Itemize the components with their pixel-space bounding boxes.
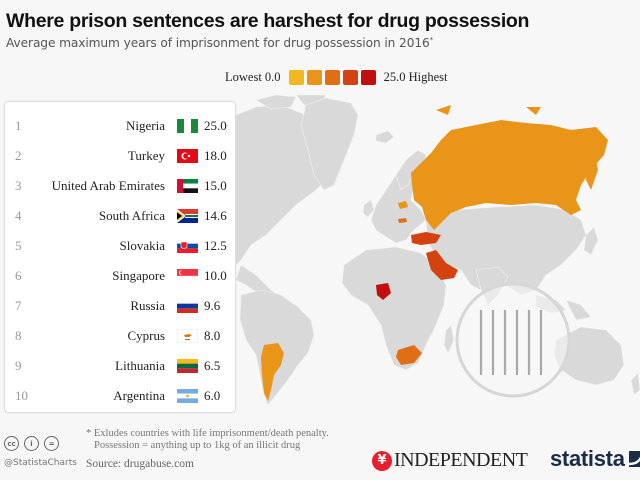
- greenland-shape: [300, 97, 359, 191]
- turkey-flag-icon: [177, 149, 198, 163]
- turkey-shape: [411, 232, 441, 245]
- footnote-marker: *: [429, 36, 434, 44]
- argentina-shape: [261, 343, 284, 401]
- statista-logo: statista: [550, 446, 640, 472]
- table-row: 7 Russia 9.6: [5, 291, 235, 321]
- table-row: 9 Lithuania 6.5: [5, 351, 235, 381]
- independent-logo: ¥ INDEPENDENT: [372, 449, 528, 472]
- country-name: Cyprus: [127, 328, 165, 343]
- table-row: 8 Cyprus 8.0: [5, 321, 235, 351]
- country-name: Turkey: [127, 148, 165, 163]
- chart-title: Where prison sentences are harshest for …: [6, 10, 530, 32]
- attribution-icon: i: [24, 436, 39, 451]
- south-africa-shape: [396, 345, 422, 365]
- russia-shape: [411, 120, 608, 230]
- table-row: 4 South Africa 14.6: [5, 201, 235, 231]
- country-name: United Arab Emirates: [51, 178, 165, 193]
- south-africa-flag-icon: [177, 209, 198, 223]
- chart-subtitle: Average maximum years of imprisonment fo…: [6, 36, 433, 50]
- statista-wordmark: statista: [550, 446, 625, 471]
- statista-mark-icon: [628, 451, 640, 467]
- slovakia-shape: [398, 218, 407, 223]
- creative-commons-icons: cc i =: [4, 436, 59, 451]
- world-map: [236, 95, 640, 406]
- legend-high-label: 25.0 Highest: [383, 70, 448, 84]
- legend-swatch-1: [288, 70, 304, 85]
- color-legend: Lowest 0.0 25.0 Highest: [225, 70, 447, 85]
- slovakia-flag-icon: [177, 239, 198, 253]
- eagle-icon: ¥: [372, 450, 392, 471]
- country-name: Nigeria: [126, 118, 165, 133]
- table-row: 2 Turkey 18.0: [5, 141, 235, 171]
- lithuania-flag-icon: [177, 359, 198, 373]
- rank-number: 9: [15, 358, 22, 373]
- value: 15.0: [204, 178, 227, 193]
- legend-swatch-3: [324, 70, 340, 85]
- cyprus-flag-icon: [177, 329, 198, 343]
- value: 9.6: [204, 298, 221, 313]
- rank-number: 2: [15, 148, 22, 163]
- rank-number: 7: [15, 298, 22, 313]
- argentina-flag-icon: [177, 389, 198, 403]
- country-name: Argentina: [113, 388, 165, 403]
- singapore-flag-icon: [177, 269, 198, 283]
- rank-number: 10: [15, 388, 28, 403]
- rank-number: 3: [15, 178, 22, 193]
- nigeria-shape: [376, 283, 391, 300]
- rank-number: 8: [15, 328, 22, 343]
- legend-swatch-2: [306, 70, 322, 85]
- uae-flag-icon: [177, 179, 198, 193]
- value: 25.0: [204, 118, 227, 133]
- prison-bars-icon: [455, 282, 571, 398]
- footnote: * Exludes countries with life imprisonme…: [86, 428, 329, 452]
- table-row: 3 United Arab Emirates 15.0: [5, 171, 235, 201]
- footnote-line-1: * Exludes countries with life imprisonme…: [86, 428, 329, 439]
- value: 18.0: [204, 148, 227, 163]
- value: 6.5: [204, 358, 221, 373]
- cc-icon: cc: [4, 436, 19, 451]
- saudi-uae-shape: [426, 250, 458, 280]
- rank-number: 1: [15, 118, 22, 133]
- value: 8.0: [204, 328, 221, 343]
- country-name: Singapore: [112, 268, 165, 283]
- table-row: 10 Argentina 6.0: [5, 381, 235, 411]
- no-derivatives-icon: =: [44, 436, 59, 451]
- source-text: Source: drugabuse.com: [86, 458, 194, 470]
- value: 12.5: [204, 238, 227, 253]
- nigeria-flag-icon: [177, 119, 198, 133]
- footnote-line-2: Possession = anything up to 1kg of an il…: [94, 440, 301, 451]
- asia-shape: [425, 204, 587, 296]
- country-name: South Africa: [98, 208, 165, 223]
- russia-flag-icon: [177, 299, 198, 313]
- country-name: Slovakia: [119, 238, 166, 253]
- statista-handle: @StatistaCharts: [4, 458, 77, 468]
- legend-swatch-5: [360, 70, 376, 85]
- value: 10.0: [204, 268, 227, 283]
- country-name: Lithuania: [115, 358, 165, 373]
- value: 14.6: [204, 208, 227, 223]
- table-row: 5 Slovakia 12.5: [5, 231, 235, 261]
- table-row: 6 Singapore 10.0: [5, 261, 235, 291]
- table-row: 1 Nigeria 25.0: [5, 111, 235, 141]
- country-name: Russia: [130, 298, 165, 313]
- africa-shape: [341, 246, 447, 371]
- value: 6.0: [204, 388, 221, 403]
- lithuania-shape: [398, 201, 408, 209]
- rank-number: 6: [15, 268, 22, 283]
- subtitle-text: Average maximum years of imprisonment fo…: [6, 36, 430, 51]
- rank-number: 5: [15, 238, 22, 253]
- rank-number: 4: [15, 208, 22, 223]
- ranking-table: 1 Nigeria 25.0 2 Turkey 18.0 3 United Ar…: [4, 101, 236, 413]
- legend-low-label: Lowest 0.0: [225, 70, 281, 84]
- independent-wordmark: INDEPENDENT: [394, 449, 528, 471]
- legend-swatch-4: [342, 70, 358, 85]
